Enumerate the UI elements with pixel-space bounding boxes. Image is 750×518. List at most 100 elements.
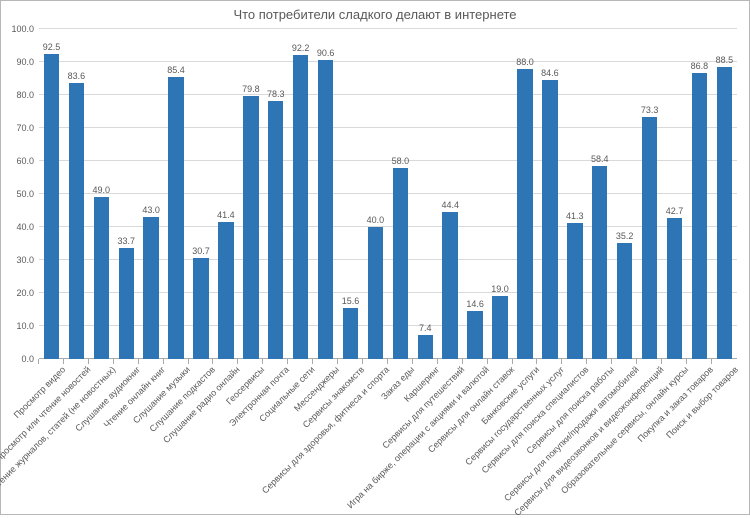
x-label-cell: Сервисы для поиска специалистов: [575, 363, 585, 373]
y-axis-label: 50.0: [16, 189, 39, 199]
bar-cell: 86.8: [687, 29, 712, 359]
bar-cell: 58.4: [587, 29, 612, 359]
bar: 92.5: [44, 54, 59, 359]
bar: 19.0: [492, 296, 507, 359]
bar-cell: 88.5: [712, 29, 737, 359]
bar-value-label: 92.2: [292, 43, 310, 53]
y-axis-label: 60.0: [16, 156, 39, 166]
x-label-cell: Мессенджеры: [326, 363, 336, 373]
bar: 44.4: [442, 212, 457, 359]
bar-cell: 35.2: [612, 29, 637, 359]
bar-value-label: 73.3: [641, 105, 659, 115]
bar-value-label: 43.0: [142, 205, 160, 215]
bar-cell: 43.0: [139, 29, 164, 359]
bar-cell: 73.3: [637, 29, 662, 359]
bar-cell: 40.0: [363, 29, 388, 359]
bar-value-label: 79.8: [242, 84, 260, 94]
bar-value-label: 88.0: [516, 57, 534, 67]
bar-cell: 78.3: [263, 29, 288, 359]
bar: 58.4: [592, 166, 607, 359]
bar-value-label: 49.0: [93, 185, 111, 195]
x-label-cell: Банковские услуги: [525, 363, 535, 373]
bar-value-label: 42.7: [666, 206, 684, 216]
x-label-cell: Сервисы для видеозвонков и видеоконферен…: [650, 363, 660, 373]
x-label-cell: Сервисы для здоровья, фитнеса и спорта: [376, 363, 386, 373]
bar-cell: 7.4: [413, 29, 438, 359]
y-axis-label: 90.0: [16, 57, 39, 67]
bar-value-label: 41.4: [217, 210, 235, 220]
bar-cell: 92.2: [288, 29, 313, 359]
x-label-cell: Сервисы для поиска работы: [600, 363, 610, 373]
bar: 85.4: [168, 77, 183, 359]
bar-value-label: 44.4: [441, 200, 459, 210]
bar: 73.3: [642, 117, 657, 359]
x-label-cell: Чтение онлайн книг: [151, 363, 161, 373]
x-label-cell: Просмотр видео: [51, 363, 61, 373]
x-label-cell: Покупка и заказ товаров: [700, 363, 710, 373]
bar-value-label: 14.6: [466, 299, 484, 309]
bar: 7.4: [418, 335, 433, 359]
bar: 35.2: [617, 243, 632, 359]
bar-cell: 14.6: [463, 29, 488, 359]
bar-cell: 41.4: [213, 29, 238, 359]
bar: 92.2: [293, 55, 308, 359]
x-label-cell: Электронная почта: [276, 363, 286, 373]
y-axis-label: 10.0: [16, 321, 39, 331]
x-label-cell: Слушание музыки: [176, 363, 186, 373]
bar-value-label: 84.6: [541, 68, 559, 78]
y-axis-label: 20.0: [16, 288, 39, 298]
bar-value-label: 92.5: [43, 42, 61, 52]
x-label-cell: Социальные сети: [301, 363, 311, 373]
bar: 86.8: [692, 73, 707, 359]
x-label-cell: Слушание подкастов: [201, 363, 211, 373]
bar-cell: 44.4: [438, 29, 463, 359]
bar: 58.0: [393, 168, 408, 359]
y-axis-label: 100.0: [11, 24, 39, 34]
bar: 49.0: [94, 197, 109, 359]
x-label-cell: Игра на бирже, операции с акциями и валю…: [475, 363, 485, 373]
bar-value-label: 58.0: [392, 156, 410, 166]
bar-value-label: 41.3: [566, 211, 584, 221]
x-label-cell: Образовательные сервисы, онлайн курсы: [675, 363, 685, 373]
x-label-cell: Слушание аудиокниг: [126, 363, 136, 373]
bar-cell: 79.8: [238, 29, 263, 359]
bars-group: 92.583.649.033.743.085.430.741.479.878.3…: [39, 29, 737, 359]
plot-area: 0.010.020.030.040.050.060.070.080.090.01…: [39, 29, 737, 359]
bar: 33.7: [119, 248, 134, 359]
x-axis-labels: Просмотр видеоПросмотр или чтение новост…: [39, 359, 737, 509]
bar: 15.6: [343, 308, 358, 359]
chart-container: Что потребители сладкого делают в интерн…: [0, 0, 750, 515]
x-label-cell: Слушание радио онлайн: [226, 363, 236, 373]
y-axis-label: 80.0: [16, 90, 39, 100]
bar-cell: 42.7: [662, 29, 687, 359]
bar: 88.0: [517, 69, 532, 359]
bar-cell: 15.6: [338, 29, 363, 359]
bar-value-label: 90.6: [317, 48, 335, 58]
y-axis-label: 70.0: [16, 123, 39, 133]
bar-value-label: 7.4: [419, 323, 432, 333]
bar-value-label: 58.4: [591, 154, 609, 164]
x-label-cell: Сервисы для путешествий: [450, 363, 460, 373]
bar-value-label: 85.4: [167, 65, 185, 75]
bar-value-label: 19.0: [491, 284, 509, 294]
bar-value-label: 88.5: [716, 55, 734, 65]
bar: 14.6: [467, 311, 482, 359]
bar-cell: 92.5: [39, 29, 64, 359]
y-axis-label: 40.0: [16, 222, 39, 232]
bar: 40.0: [368, 227, 383, 359]
bar: 30.7: [193, 258, 208, 359]
bar-value-label: 86.8: [691, 61, 709, 71]
x-label-cell: Каршеринг: [425, 363, 435, 373]
x-label-cell: Поиск и выбор товаров: [725, 363, 735, 373]
bar-value-label: 78.3: [267, 89, 285, 99]
bar-cell: 33.7: [114, 29, 139, 359]
bar: 88.5: [717, 67, 732, 359]
bar-value-label: 40.0: [367, 215, 385, 225]
bar-cell: 58.0: [388, 29, 413, 359]
bar-cell: 85.4: [164, 29, 189, 359]
bar-cell: 90.6: [313, 29, 338, 359]
bar-value-label: 30.7: [192, 246, 210, 256]
y-axis-label: 30.0: [16, 255, 39, 265]
bar-value-label: 15.6: [342, 296, 360, 306]
bar-cell: 41.3: [562, 29, 587, 359]
